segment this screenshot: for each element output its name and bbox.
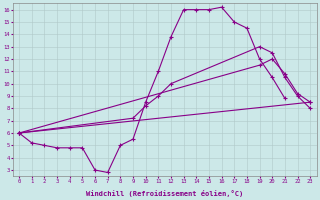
X-axis label: Windchill (Refroidissement éolien,°C): Windchill (Refroidissement éolien,°C) bbox=[86, 190, 243, 197]
